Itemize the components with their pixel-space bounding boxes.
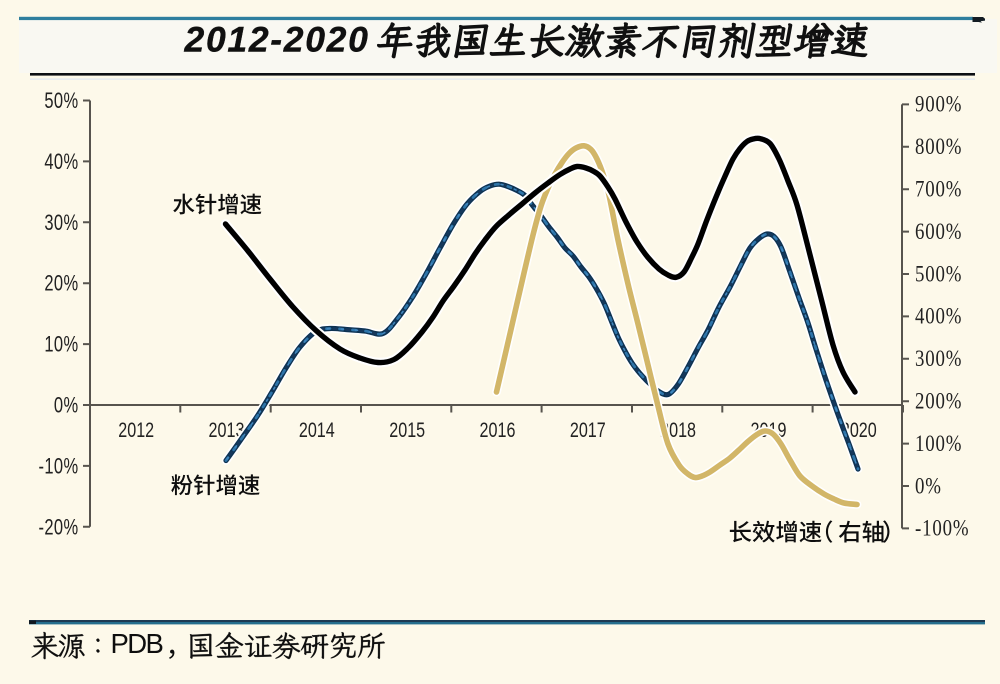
svg-text:20%: 20% [44, 271, 78, 296]
svg-text:2012: 2012 [118, 419, 154, 443]
svg-text:0%: 0% [915, 473, 942, 499]
svg-text:PDB: PDB [111, 628, 163, 659]
svg-text:2013: 2013 [209, 419, 245, 443]
svg-text:-20%: -20% [38, 515, 78, 540]
svg-text:-100%: -100% [915, 515, 969, 541]
svg-text:2016: 2016 [480, 419, 516, 443]
svg-text:400%: 400% [915, 303, 962, 329]
svg-text:900%: 900% [915, 91, 962, 117]
svg-text:600%: 600% [915, 218, 962, 244]
svg-text:500%: 500% [915, 261, 962, 287]
svg-text:2014: 2014 [299, 419, 335, 443]
svg-text:800%: 800% [915, 133, 962, 159]
svg-text:50%: 50% [44, 89, 78, 114]
svg-text:40%: 40% [44, 150, 78, 175]
svg-text:0%: 0% [54, 393, 79, 418]
svg-text:-10%: -10% [38, 454, 78, 479]
svg-text:2015: 2015 [389, 419, 425, 443]
svg-text:30%: 30% [44, 211, 78, 236]
svg-text:100%: 100% [915, 430, 962, 456]
svg-text:300%: 300% [915, 345, 962, 371]
svg-text:10%: 10% [44, 332, 78, 357]
svg-text:2012-2020: 2012-2020 [184, 20, 370, 60]
svg-text:700%: 700% [915, 176, 962, 202]
svg-text:200%: 200% [915, 388, 962, 414]
svg-text:2017: 2017 [570, 419, 606, 443]
